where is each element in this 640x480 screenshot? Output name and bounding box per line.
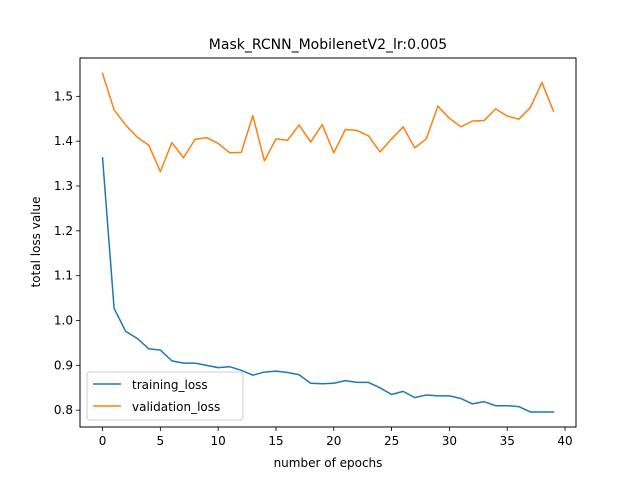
x-tick-label: 10 [211, 434, 226, 448]
legend-label-training-loss: training_loss [132, 378, 208, 392]
y-tick-label: 0.9 [54, 358, 73, 372]
x-tick-label: 5 [157, 434, 165, 448]
chart-title: Mask_RCNN_MobilenetV2_lr:0.005 [209, 37, 447, 53]
y-tick-label: 1.2 [54, 224, 73, 238]
x-tick-label: 25 [384, 434, 399, 448]
legend: training_loss validation_loss [86, 371, 244, 421]
y-tick-label: 1.5 [54, 89, 73, 103]
y-tick-label: 1.3 [54, 179, 73, 193]
series-layer [101, 72, 555, 413]
x-tick-label: 20 [326, 434, 341, 448]
y-tick-label: 1.0 [54, 314, 73, 328]
x-tick-label: 40 [557, 434, 572, 448]
ticks-layer: 0 5 10 15 20 25 30 35 40 0.8 0.9 1.0 1.1 1.2 1.3 1.4 1.5 [54, 89, 573, 448]
y-axis-label: total loss value [29, 196, 43, 287]
x-tick-label: 0 [99, 434, 107, 448]
legend-label-validation-loss: validation_loss [132, 400, 220, 414]
series-line-training-loss [101, 156, 555, 413]
y-tick-label: 1.4 [54, 134, 73, 148]
x-tick-label: 35 [500, 434, 515, 448]
x-axis-label: number of epochs [274, 456, 383, 470]
series-line-validation-loss [101, 72, 555, 173]
plot-frame [79, 57, 577, 428]
y-tick-label: 0.8 [54, 403, 73, 417]
x-tick-label: 30 [442, 434, 457, 448]
y-tick-label: 1.1 [54, 269, 73, 283]
legend-box [86, 371, 244, 421]
x-tick-label: 15 [268, 434, 283, 448]
